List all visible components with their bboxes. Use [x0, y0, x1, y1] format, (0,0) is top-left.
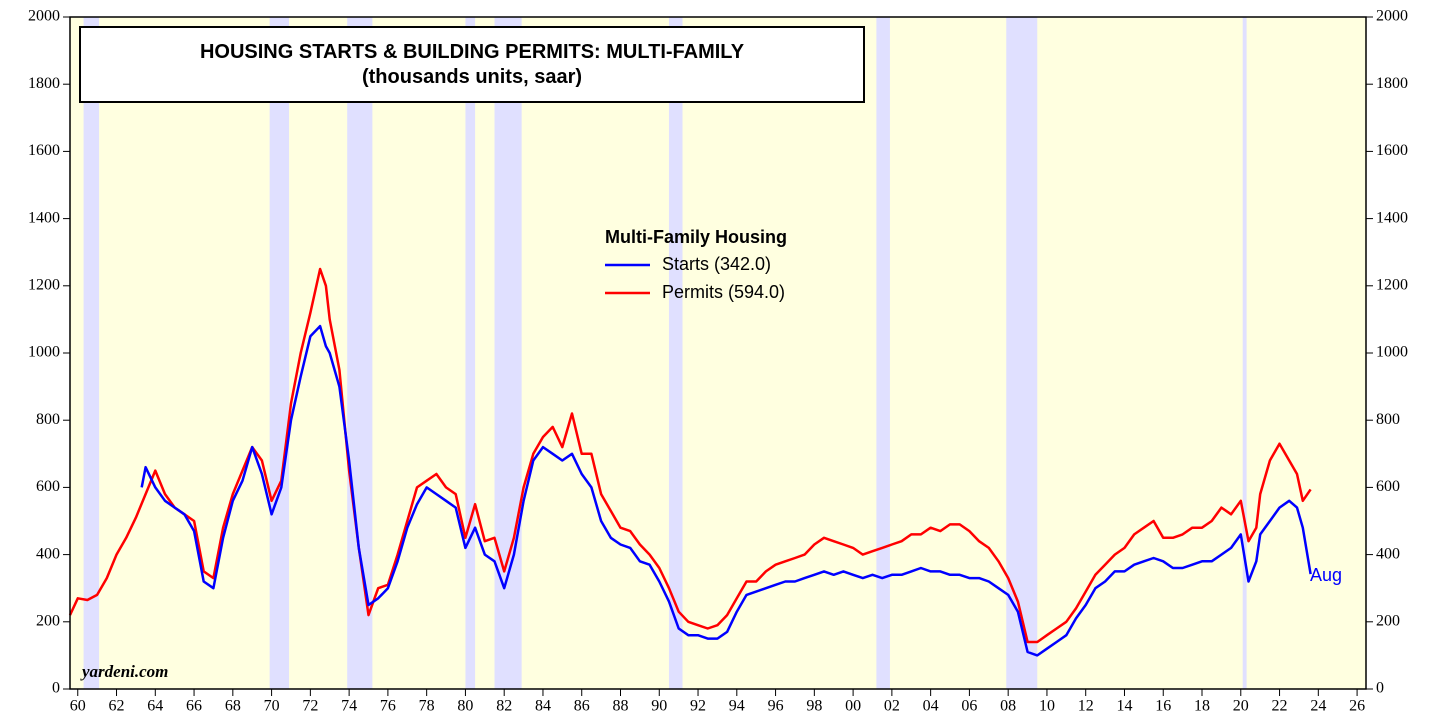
legend-label: Permits (594.0)	[662, 282, 785, 302]
x-tick-label: 70	[264, 698, 280, 715]
recession-band	[876, 17, 890, 689]
x-tick-label: 16	[1155, 698, 1171, 715]
title-box	[79, 26, 865, 103]
x-tick-label: 20	[1233, 698, 1249, 715]
y2-tick-label: 1400	[1376, 209, 1408, 226]
x-tick-label: 26	[1349, 698, 1365, 715]
x-tick-label: 88	[612, 698, 628, 715]
y-tick-label: 0	[52, 680, 60, 697]
y2-tick-label: 1000	[1376, 344, 1408, 361]
x-tick-label: 84	[535, 698, 551, 715]
x-tick-label: 76	[380, 698, 396, 715]
x-tick-label: 12	[1078, 698, 1094, 715]
chart-title: HOUSING STARTS & BUILDING PERMITS: MULTI…	[200, 41, 745, 63]
x-tick-label: 78	[419, 698, 435, 715]
y-tick-label: 600	[36, 478, 60, 495]
x-tick-label: 74	[341, 698, 357, 715]
x-tick-label: 06	[961, 698, 977, 715]
y-tick-label: 1600	[28, 142, 60, 159]
x-tick-label: 68	[225, 698, 241, 715]
x-tick-label: 96	[768, 698, 784, 715]
x-tick-label: 62	[109, 698, 125, 715]
y-tick-label: 200	[36, 612, 60, 629]
x-tick-label: 60	[70, 698, 86, 715]
y2-tick-label: 800	[1376, 411, 1400, 428]
y2-tick-label: 200	[1376, 612, 1400, 629]
x-tick-label: 22	[1272, 698, 1288, 715]
x-tick-label: 80	[457, 698, 473, 715]
legend-label: Starts (342.0)	[662, 254, 771, 274]
x-tick-label: 98	[806, 698, 822, 715]
source: yardeni.com	[80, 662, 168, 681]
y-tick-label: 800	[36, 411, 60, 428]
legend-title: Multi-Family Housing	[605, 227, 787, 247]
chart-subtitle: (thousands units, saar)	[362, 66, 582, 88]
recession-band	[347, 17, 373, 689]
x-tick-label: 72	[302, 698, 318, 715]
plot-frame	[69, 16, 1367, 690]
y-tick-label: 1000	[28, 344, 60, 361]
x-tick-label: 90	[651, 698, 667, 715]
x-tick-label: 04	[923, 698, 939, 715]
x-tick-label: 82	[496, 698, 512, 715]
y2-tick-label: 400	[1376, 545, 1400, 562]
recession-band	[465, 17, 476, 689]
x-tick-label: 14	[1116, 698, 1132, 715]
y-tick-label: 1800	[28, 75, 60, 92]
y2-tick-label: 2000	[1376, 8, 1408, 25]
recession-band	[269, 17, 290, 689]
y-tick-label: 1200	[28, 276, 60, 293]
y-tick-label: 400	[36, 545, 60, 562]
y-tick-label: 1400	[28, 209, 60, 226]
series-line	[140, 324, 1312, 657]
y2-tick-label: 0	[1376, 680, 1384, 697]
recession-band	[668, 17, 683, 689]
y2-tick-label: 1200	[1376, 276, 1408, 293]
recession-band	[1242, 17, 1247, 689]
x-tick-label: 02	[884, 698, 900, 715]
x-tick-label: 64	[147, 698, 163, 715]
series-line	[68, 267, 1312, 644]
x-tick-label: 86	[574, 698, 590, 715]
plot-background-group	[70, 17, 1366, 689]
x-tick-label: 18	[1194, 698, 1210, 715]
x-tick-label: 00	[845, 698, 861, 715]
plot-background	[70, 17, 1366, 689]
x-tick-label: 10	[1039, 698, 1055, 715]
recession-band	[83, 17, 100, 689]
y2-tick-label: 1800	[1376, 75, 1408, 92]
x-tick-label: 92	[690, 698, 706, 715]
y-tick-label: 2000	[28, 8, 60, 25]
lines-group	[68, 267, 1312, 657]
y2-tick-label: 1600	[1376, 142, 1408, 159]
annotation: Aug	[1310, 565, 1342, 585]
y2-tick-label: 600	[1376, 478, 1400, 495]
x-tick-label: 94	[729, 698, 745, 715]
x-tick-label: 66	[186, 698, 202, 715]
x-tick-label: 24	[1310, 698, 1326, 715]
recession-band	[1006, 17, 1038, 689]
axes-group: 0200400600800100012001400160018002000020…	[28, 8, 1408, 715]
x-tick-label: 08	[1000, 698, 1016, 715]
recession-band	[494, 17, 522, 689]
